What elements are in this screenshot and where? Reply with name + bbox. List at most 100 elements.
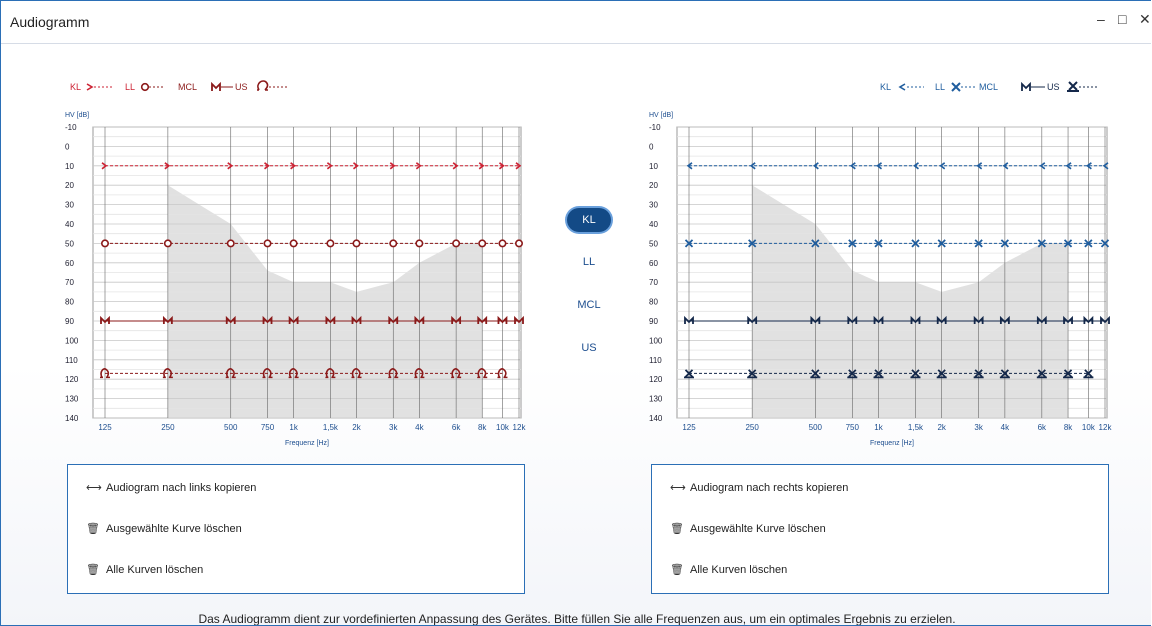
close-icon[interactable]: ✕ — [1139, 11, 1151, 27]
delete-selected-curve-left-button[interactable]: 🗑 Ausgewählte Kurve löschen — [86, 522, 242, 536]
y-tick-label: 0 — [65, 142, 70, 151]
legend-label-mcl: MCL — [979, 82, 998, 92]
mcl-m-marker — [262, 315, 273, 324]
y-tick-label: 130 — [649, 395, 663, 404]
y-axis-title: HV [dB] — [65, 112, 89, 119]
ll-x-marker — [848, 239, 857, 248]
y-tick-label: -10 — [65, 123, 77, 132]
ll-circle-marker — [498, 239, 507, 248]
us-omega-marker — [388, 368, 399, 379]
kl-arrow-right-marker — [389, 162, 396, 170]
left-actions-panel: ⟷ Audiogram nach links kopieren 🗑 Ausgew… — [67, 464, 525, 594]
mcl-m-marker — [225, 315, 236, 324]
x-axis-title: Frequenz [Hz] — [285, 440, 329, 447]
mcl-m-marker — [684, 315, 694, 324]
y-tick-label: 140 — [65, 414, 79, 423]
y-tick-label: -10 — [649, 123, 661, 132]
y-tick-label: 20 — [649, 181, 658, 190]
us-omega-marker — [288, 368, 299, 379]
x-icon — [951, 82, 961, 92]
ll-circle-marker — [478, 239, 487, 248]
x-tick-label: 6k — [452, 423, 461, 432]
delete-all-left-label: Alle Kurven löschen — [106, 563, 204, 576]
y-axis-title: HV [dB] — [649, 112, 673, 119]
mcl-m-marker — [162, 315, 173, 324]
minimize-icon[interactable]: – — [1097, 11, 1105, 27]
us-x-omega-marker — [873, 369, 884, 379]
mode-us-button[interactable]: US — [581, 342, 597, 354]
audiogram-canvas: KL LL MCL US KL LL MCL — [65, 80, 1112, 447]
kl-arrow-left-marker — [1002, 162, 1009, 170]
kl-arrow-right-marker — [164, 162, 171, 170]
ll-circle-marker — [389, 239, 398, 248]
mcl-m-marker — [325, 315, 336, 324]
kl-arrow-left-marker — [976, 162, 983, 170]
kl-arrow-left-marker — [939, 162, 946, 170]
kl-arrow-right-marker — [326, 162, 333, 170]
x-tick-label: 125 — [682, 423, 696, 432]
x-tick-label: 2k — [352, 423, 361, 432]
mcl-m-marker — [1036, 315, 1047, 324]
x-tick-label: 6k — [1038, 423, 1047, 432]
us-x-omega-marker — [1036, 369, 1047, 379]
y-tick-label: 110 — [649, 356, 662, 365]
kl-arrow-right-marker — [101, 162, 108, 170]
y-tick-label: 40 — [65, 220, 74, 229]
x-tick-label: 1k — [289, 423, 298, 432]
delete-selected-left-label: Ausgewählte Kurve löschen — [106, 522, 242, 535]
copy-audiogram-left-button[interactable]: ⟷ Audiogram nach links kopieren — [86, 481, 256, 495]
ll-x-marker — [1037, 239, 1046, 248]
mode-kl-button[interactable]: KL — [567, 208, 611, 232]
ll-circle-marker — [514, 239, 523, 248]
legend-label-ll: LL — [125, 82, 135, 92]
ll-x-marker — [937, 239, 946, 248]
us-omega-marker — [351, 368, 362, 379]
delete-all-curves-right-button[interactable]: 🗑 Alle Kurven löschen — [670, 563, 787, 577]
x-tick-label: 3k — [974, 423, 983, 432]
trash-icon: 🗑 — [670, 564, 684, 576]
delete-all-curves-left-button[interactable]: 🗑 Alle Kurven löschen — [86, 563, 204, 577]
mcl-m-marker — [414, 315, 425, 324]
x-tick-label: 2k — [937, 423, 946, 432]
ll-x-marker — [1084, 239, 1093, 248]
y-tick-label: 90 — [649, 317, 658, 326]
y-tick-label: 70 — [649, 278, 658, 287]
us-omega-marker — [497, 368, 508, 379]
m-icon — [211, 81, 221, 91]
ll-circle-marker — [289, 239, 298, 248]
kl-arrow-left-marker — [1065, 162, 1072, 170]
y-tick-label: 40 — [649, 220, 658, 229]
footer-hint: Das Audiogramm dient zur vordefinierten … — [198, 612, 956, 626]
ll-circle-marker — [326, 239, 335, 248]
kl-arrow-right-marker — [227, 162, 234, 170]
mcl-m-marker — [1083, 315, 1094, 324]
kl-arrow-right-marker — [264, 162, 270, 170]
left-legend: KL LL MCL US — [70, 80, 288, 92]
right-ear-audiogram[interactable]: -10 0 10 20 30 40 50 60 70 80 90 100 110 120 130 140 HV … — [649, 112, 1112, 447]
delete-selected-right-label: Ausgewählte Kurve löschen — [690, 522, 826, 535]
x-tick-label: 750 — [846, 423, 860, 432]
copy-audiogram-right-button[interactable]: ⟷ Audiogram nach rechts kopieren — [670, 481, 849, 495]
y-tick-label: 100 — [649, 336, 663, 345]
x-tick-label: 500 — [224, 423, 238, 432]
us-x-omega-marker — [910, 369, 921, 379]
x-tick-label: 10k — [1082, 423, 1096, 432]
mcl-m-marker — [514, 315, 524, 324]
mcl-m-marker — [810, 315, 821, 324]
copy-right-label: Audiogram nach rechts kopieren — [690, 481, 849, 494]
mode-ll-button[interactable]: LL — [582, 256, 596, 268]
mcl-m-marker — [388, 315, 399, 324]
us-x-omega-marker — [684, 369, 694, 379]
us-omega-marker — [451, 368, 462, 379]
left-ear-audiogram[interactable]: -10 0 10 20 30 40 50 60 70 80 90 100 110 120 130 140 HV … — [65, 112, 526, 447]
mode-mcl-button[interactable]: MCL — [577, 299, 601, 311]
x-tick-label: 12k — [513, 423, 527, 432]
x-tick-label: 125 — [98, 423, 112, 432]
maximize-icon[interactable]: □ — [1118, 11, 1127, 27]
delete-selected-curve-right-button[interactable]: 🗑 Ausgewählte Kurve löschen — [670, 522, 826, 536]
y-tick-label: 60 — [65, 259, 74, 268]
us-x-omega-marker — [999, 369, 1010, 379]
us-x-omega-marker — [747, 369, 758, 379]
ll-x-marker — [874, 239, 883, 248]
ll-circle-marker — [226, 239, 235, 248]
